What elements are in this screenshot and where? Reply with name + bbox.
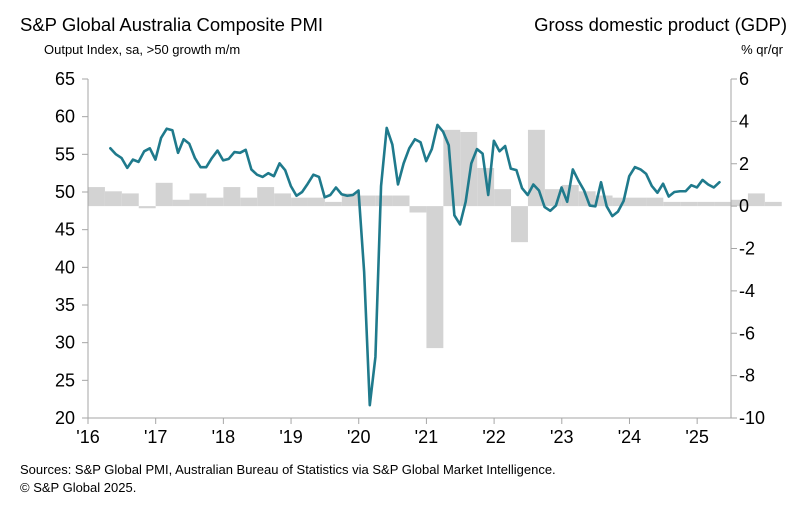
gdp-bar	[155, 182, 173, 207]
left-axis-subtitle: Output Index, sa, >50 growth m/m	[44, 42, 241, 57]
x-tick-label: '20	[347, 427, 370, 447]
right-axis-subtitle: % qr/qr	[741, 42, 783, 57]
pmi-line-series	[109, 123, 721, 407]
left-y-tick-label: 60	[55, 107, 75, 127]
right-y-tick-label: -4	[739, 281, 755, 301]
right-y-tick-label: 0	[739, 196, 749, 216]
gdp-bar	[206, 197, 224, 207]
x-tick-label: '19	[279, 427, 302, 447]
gdp-bar	[663, 201, 681, 207]
right-y-tick-label: -10	[739, 408, 765, 428]
left-y-tick-label: 55	[55, 144, 75, 164]
gdp-bar	[138, 206, 156, 209]
sources-note: Sources: S&P Global PMI, Australian Bure…	[20, 462, 556, 477]
left-y-axis-ticks: 65 60 55 50 45 40 35 30 25 20	[55, 69, 88, 428]
gdp-bar	[612, 197, 630, 207]
gdp-bar	[291, 197, 308, 207]
left-y-tick-label: 65	[55, 69, 75, 89]
gdp-bar	[375, 195, 393, 207]
x-tick-label: '16	[76, 427, 99, 447]
copyright-note: © S&P Global 2025.	[20, 480, 137, 495]
right-y-tick-label: 2	[739, 154, 749, 174]
x-tick-label: '24	[618, 427, 641, 447]
gdp-bar	[426, 206, 444, 349]
gdp-bar	[697, 201, 715, 207]
gdp-bar	[764, 201, 782, 207]
gdp-bar	[104, 191, 122, 207]
right-y-tick-label: 6	[739, 69, 749, 89]
gdp-bar	[240, 197, 258, 207]
gdp-bar	[223, 187, 241, 207]
x-tick-label: '18	[212, 427, 235, 447]
left-y-tick-label: 30	[55, 333, 75, 353]
gdp-bar	[88, 187, 105, 207]
gdp-bar	[172, 199, 190, 207]
left-y-tick-label: 35	[55, 295, 75, 315]
right-y-tick-label: 4	[739, 111, 749, 131]
left-y-tick-label: 40	[55, 257, 75, 277]
gdp-bar	[274, 193, 292, 207]
gdp-bar-series	[88, 129, 782, 349]
gdp-bar	[409, 206, 427, 213]
gdp-bar	[714, 201, 731, 207]
gdp-bar	[646, 197, 664, 207]
right-y-axis-ticks: 6 4 2 0 -2 -4 -6 -8 -10	[731, 69, 765, 428]
x-axis-ticks: '16 '17 '18 '19 '20 '21 '22 '23 '24 '25	[76, 418, 709, 447]
left-y-tick-label: 45	[55, 220, 75, 240]
right-y-tick-label: -2	[739, 239, 755, 259]
x-tick-label: '21	[415, 427, 438, 447]
left-y-tick-label: 20	[55, 408, 75, 428]
pmi-line	[109, 123, 721, 407]
x-tick-label: '17	[144, 427, 167, 447]
right-y-tick-label: -6	[739, 323, 755, 343]
gdp-bar	[629, 197, 647, 207]
x-tick-label: '22	[482, 427, 505, 447]
gdp-bar	[680, 201, 698, 207]
gdp-bar	[511, 206, 528, 243]
gdp-bar	[731, 199, 748, 207]
right-axis-title: Gross domestic product (GDP)	[534, 14, 787, 35]
gdp-bar	[527, 129, 545, 207]
gdp-bar	[324, 201, 342, 207]
chart-axes	[87, 79, 732, 419]
gdp-bar	[460, 131, 478, 207]
gdp-bar	[189, 193, 207, 207]
gdp-bar	[358, 195, 376, 207]
gdp-bar	[494, 189, 512, 207]
gdp-bar	[121, 193, 139, 207]
gdp-bar	[307, 197, 325, 207]
left-axis-title: S&P Global Australia Composite PMI	[20, 14, 323, 35]
x-tick-label: '25	[685, 427, 708, 447]
left-y-tick-label: 50	[55, 182, 75, 202]
gdp-bar	[392, 195, 410, 207]
gdp-bar	[747, 193, 765, 207]
gdp-bar	[257, 187, 275, 207]
left-y-tick-label: 25	[55, 370, 75, 390]
x-tick-label: '23	[550, 427, 573, 447]
right-y-tick-label: -8	[739, 366, 755, 386]
